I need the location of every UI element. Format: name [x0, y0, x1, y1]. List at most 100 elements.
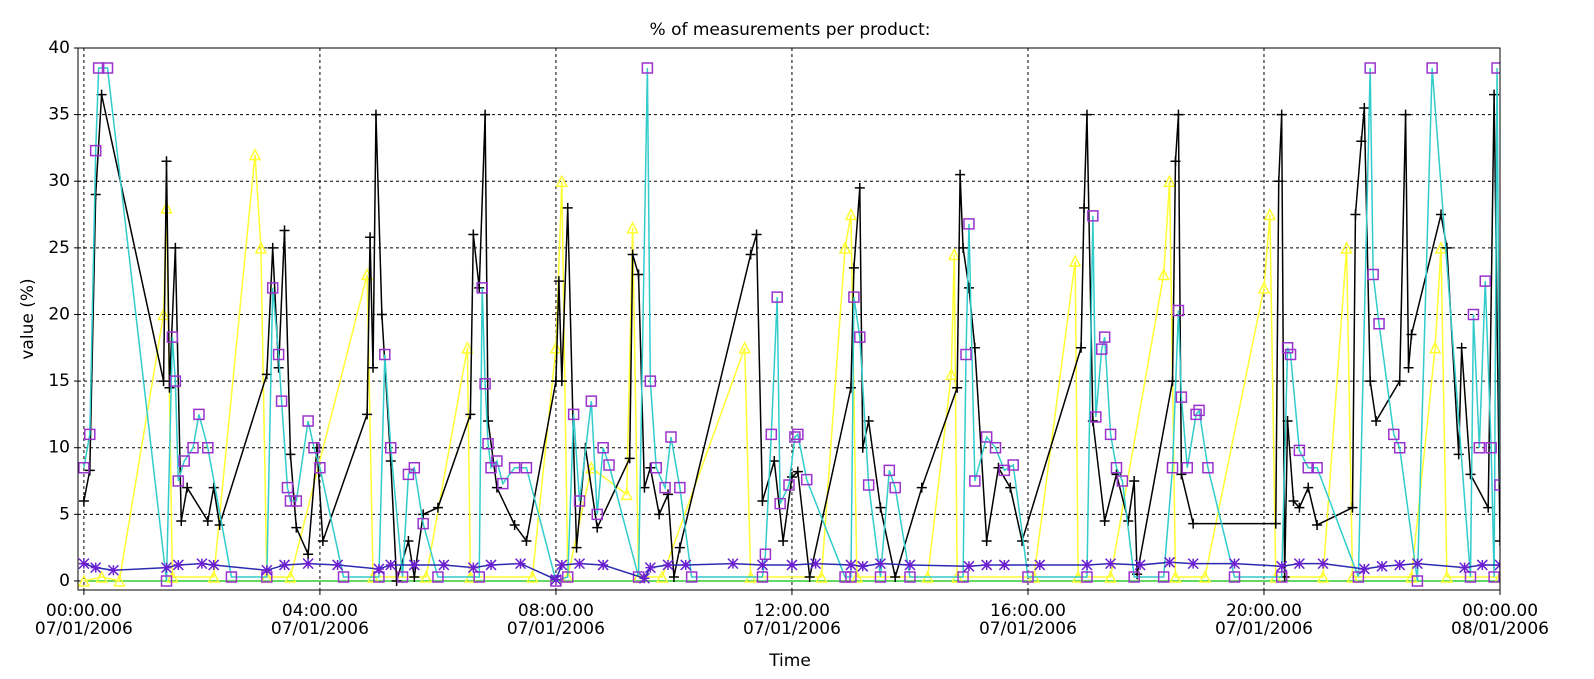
marker [1228, 571, 1241, 583]
marker [674, 481, 686, 494]
marker [916, 482, 927, 493]
marker [963, 282, 974, 293]
marker [1340, 241, 1353, 254]
marker [160, 562, 173, 574]
marker [1358, 563, 1370, 575]
marker [555, 174, 569, 187]
marker [479, 378, 491, 390]
marker [875, 502, 886, 513]
marker [844, 207, 858, 221]
marker [597, 559, 609, 571]
marker [571, 542, 582, 553]
marker [89, 144, 102, 157]
marker [662, 559, 674, 571]
marker [476, 282, 488, 294]
marker [272, 348, 285, 361]
marker [1166, 461, 1179, 474]
marker [1134, 559, 1146, 571]
marker [169, 375, 182, 387]
marker [1005, 482, 1016, 493]
marker [1456, 342, 1467, 353]
marker [778, 535, 789, 546]
marker [638, 572, 650, 584]
marker [889, 481, 901, 494]
marker [854, 331, 866, 343]
marker [1405, 570, 1418, 583]
marker [1467, 308, 1480, 321]
marker [419, 570, 433, 583]
marker [482, 437, 494, 450]
marker [385, 456, 396, 467]
marker [95, 570, 108, 583]
marker [1293, 558, 1305, 570]
marker [1411, 575, 1424, 587]
marker [1394, 376, 1405, 387]
marker [963, 218, 975, 230]
marker [113, 574, 126, 587]
marker [644, 375, 657, 387]
marker [850, 570, 864, 583]
marker [1128, 571, 1140, 583]
marker [302, 558, 314, 570]
marker [1440, 570, 1454, 583]
marker [1284, 348, 1297, 361]
marker [485, 559, 497, 571]
marker [644, 562, 656, 574]
marker [281, 481, 294, 494]
marker [862, 479, 875, 491]
marker [568, 442, 579, 453]
marker [376, 309, 387, 320]
marker [1347, 502, 1358, 513]
marker [1311, 461, 1323, 474]
marker [1488, 571, 1500, 583]
marker [1176, 469, 1187, 480]
marker [874, 571, 887, 583]
x-tick-label: 08:00.00 07/01/2006 [506, 601, 605, 639]
marker [1465, 469, 1476, 480]
marker [1068, 254, 1082, 267]
marker [1293, 444, 1306, 457]
marker [789, 431, 801, 443]
marker [955, 169, 966, 180]
marker [771, 291, 783, 303]
marker [549, 341, 563, 354]
marker [998, 559, 1010, 571]
y-tick-label: 30 [48, 171, 70, 191]
marker [745, 249, 756, 260]
marker [562, 202, 573, 213]
marker [1173, 109, 1184, 120]
marker [680, 559, 692, 571]
marker [1485, 441, 1497, 454]
x-axis-label: Time [768, 651, 811, 671]
marker [904, 571, 916, 583]
marker [491, 482, 502, 493]
marker [556, 376, 567, 387]
marker [396, 571, 409, 583]
marker [1157, 571, 1170, 583]
marker [90, 189, 101, 200]
marker [556, 559, 568, 571]
marker [1303, 482, 1314, 493]
marker [84, 465, 95, 476]
marker [365, 232, 376, 243]
marker [1181, 461, 1194, 474]
marker [485, 461, 497, 474]
marker [182, 482, 193, 493]
marker [384, 441, 397, 454]
marker [1376, 560, 1388, 572]
marker [1164, 556, 1176, 568]
marker [757, 495, 768, 506]
marker [1282, 416, 1293, 427]
marker [626, 221, 639, 234]
marker [981, 535, 992, 546]
marker [78, 495, 89, 506]
marker [1364, 62, 1376, 74]
marker [1022, 571, 1034, 583]
marker [751, 229, 762, 240]
marker [101, 62, 114, 74]
marker [800, 473, 813, 486]
marker [1400, 109, 1411, 120]
marker [1365, 376, 1376, 387]
marker [573, 495, 586, 507]
marker [1276, 109, 1287, 120]
